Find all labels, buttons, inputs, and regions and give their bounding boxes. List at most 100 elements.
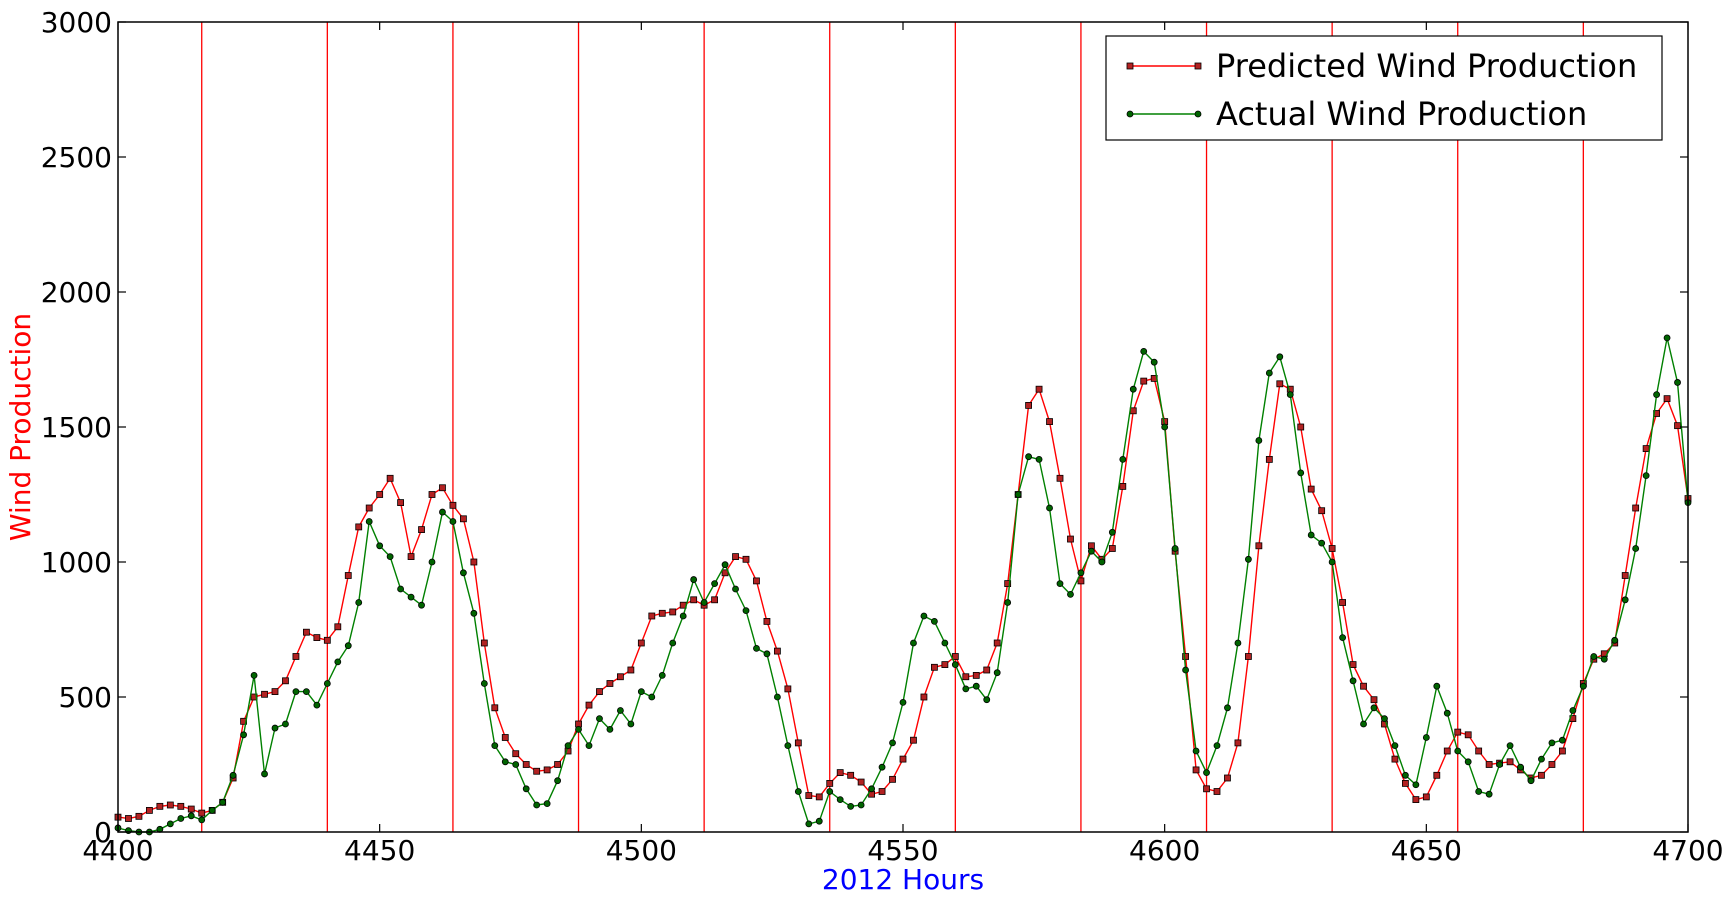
data-point bbox=[805, 792, 813, 799]
data-point bbox=[669, 639, 677, 647]
data-point bbox=[522, 785, 530, 793]
data-point bbox=[554, 761, 561, 768]
data-point bbox=[240, 731, 248, 739]
data-point bbox=[1506, 758, 1514, 766]
data-point bbox=[1077, 577, 1085, 585]
data-point bbox=[386, 474, 394, 482]
data-point bbox=[711, 580, 718, 587]
data-point bbox=[1632, 504, 1640, 512]
data-point bbox=[1224, 704, 1231, 712]
data-point bbox=[1475, 747, 1483, 755]
data-point bbox=[564, 742, 572, 749]
data-point bbox=[1559, 736, 1566, 744]
data-point bbox=[658, 609, 666, 617]
data-point bbox=[889, 739, 896, 747]
data-point bbox=[847, 771, 855, 779]
data-point bbox=[627, 720, 635, 728]
data-point bbox=[459, 515, 467, 523]
data-point bbox=[522, 761, 530, 768]
data-point bbox=[763, 650, 771, 658]
data-point bbox=[292, 653, 300, 660]
data-point bbox=[1433, 682, 1441, 690]
data-point bbox=[1454, 728, 1462, 736]
legend: Predicted Wind Production Actual Wind Pro… bbox=[1105, 35, 1663, 141]
data-point bbox=[428, 491, 436, 498]
data-point bbox=[826, 780, 834, 787]
data-point bbox=[836, 796, 844, 803]
y-tick-label: 1500 bbox=[41, 411, 112, 444]
data-point bbox=[596, 715, 603, 722]
data-point bbox=[847, 802, 855, 810]
data-point bbox=[868, 785, 875, 793]
data-point bbox=[983, 696, 991, 704]
data-point bbox=[1402, 780, 1409, 787]
x-tick-label: 4400 bbox=[82, 834, 153, 867]
series-layer bbox=[114, 334, 1692, 836]
data-point bbox=[794, 739, 802, 747]
data-point bbox=[753, 645, 760, 652]
data-point bbox=[1559, 747, 1566, 755]
data-point bbox=[1161, 423, 1169, 431]
x-tick-label: 4450 bbox=[344, 834, 415, 867]
data-point bbox=[857, 801, 865, 809]
data-point bbox=[637, 639, 645, 647]
data-point bbox=[784, 685, 792, 693]
data-point bbox=[993, 639, 1001, 647]
data-point bbox=[1590, 653, 1598, 660]
data-point bbox=[1642, 472, 1650, 480]
data-point bbox=[637, 688, 645, 695]
data-point bbox=[1224, 774, 1231, 782]
data-point bbox=[533, 767, 541, 775]
data-point bbox=[1182, 653, 1189, 660]
data-point bbox=[302, 688, 310, 695]
data-point bbox=[397, 585, 405, 593]
y-tick-label: 2500 bbox=[41, 141, 112, 174]
data-point bbox=[617, 673, 624, 681]
data-point bbox=[910, 736, 917, 744]
data-point bbox=[1621, 572, 1629, 579]
data-point bbox=[1129, 385, 1137, 393]
data-point bbox=[1297, 423, 1305, 431]
data-point bbox=[1276, 353, 1284, 361]
data-point bbox=[1307, 531, 1315, 539]
data-point bbox=[585, 701, 593, 709]
data-point bbox=[826, 788, 834, 795]
data-point bbox=[428, 558, 436, 566]
data-point bbox=[1192, 766, 1200, 774]
data-point bbox=[1077, 569, 1085, 577]
data-point bbox=[1621, 596, 1629, 604]
data-point bbox=[1485, 761, 1493, 768]
y-tick-label: 2000 bbox=[41, 276, 112, 309]
y-tick-label: 1000 bbox=[41, 546, 112, 579]
data-point bbox=[1140, 377, 1148, 385]
data-point bbox=[1234, 739, 1242, 747]
data-point bbox=[931, 618, 938, 625]
data-point bbox=[1213, 742, 1221, 749]
data-point bbox=[1579, 682, 1587, 690]
series-actual bbox=[114, 334, 1692, 836]
data-point bbox=[271, 724, 279, 732]
data-point bbox=[177, 802, 185, 810]
data-point bbox=[575, 726, 582, 733]
data-point bbox=[1422, 734, 1430, 741]
data-point bbox=[449, 518, 457, 525]
data-point bbox=[627, 666, 635, 674]
data-point bbox=[805, 820, 813, 828]
data-point bbox=[794, 788, 802, 795]
data-point bbox=[1067, 591, 1074, 598]
legend-label: Predicted Wind Production bbox=[1216, 47, 1637, 85]
legend-marker bbox=[1126, 62, 1134, 70]
data-point bbox=[1485, 790, 1493, 798]
x-tick-label: 4650 bbox=[1391, 834, 1462, 867]
data-point bbox=[365, 504, 373, 512]
data-point bbox=[648, 693, 656, 701]
data-point bbox=[418, 601, 425, 609]
data-point bbox=[1004, 580, 1012, 587]
data-point bbox=[302, 628, 310, 636]
data-point bbox=[617, 707, 624, 714]
data-point bbox=[1391, 755, 1399, 763]
data-point bbox=[1653, 391, 1660, 399]
data-point bbox=[910, 639, 917, 647]
data-point bbox=[407, 593, 415, 601]
